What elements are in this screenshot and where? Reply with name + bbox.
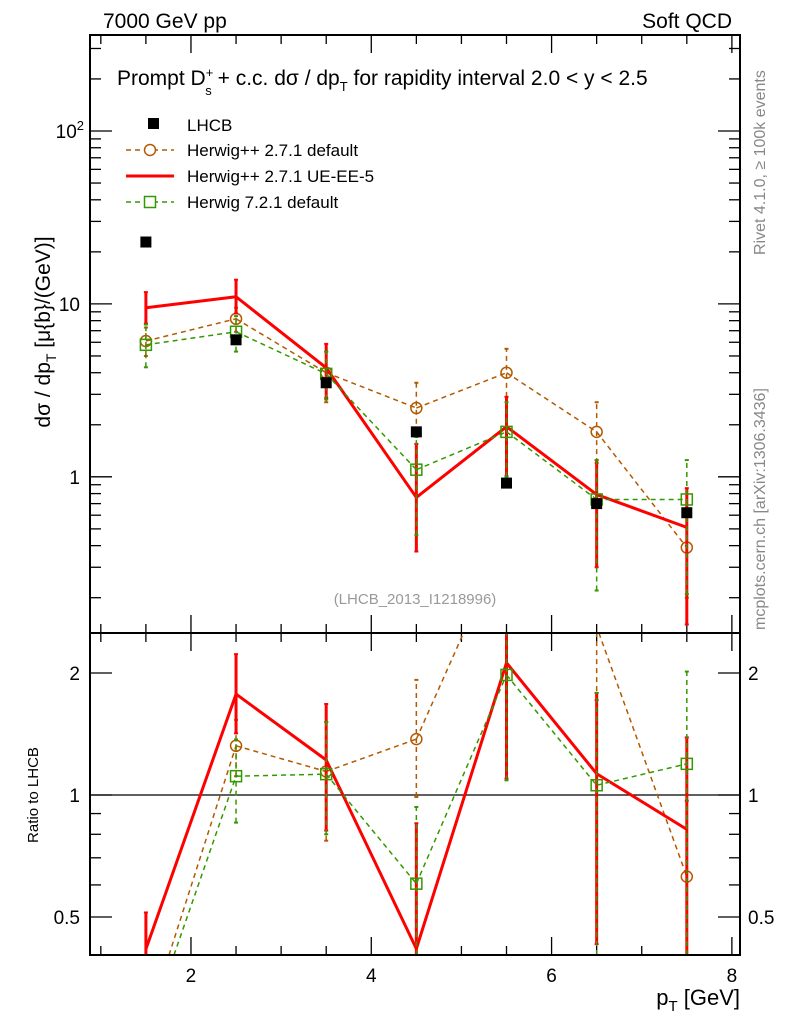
main-marks xyxy=(139,236,694,626)
legend-label: Herwig++ 2.7.1 default xyxy=(187,141,358,160)
legend-label: Herwig++ 2.7.1 UE-EE-5 xyxy=(187,167,374,186)
ratio-frame xyxy=(89,632,741,956)
series-2-ratio-marker xyxy=(680,757,694,771)
legend: LHCB Herwig++ 2.7.1 default Herwig++ 2.7.1… xyxy=(126,116,374,212)
ratio-y-tick-label: 0.5 xyxy=(748,908,774,929)
series-2-marker xyxy=(410,463,423,476)
marks xyxy=(139,236,694,956)
header-left: 7000 GeV pp xyxy=(103,10,227,33)
x-tick-label: 4 xyxy=(366,966,377,987)
x-axis-label: pT [GeV] xyxy=(656,985,740,1015)
ratio-y-label: Ratio to LHCB xyxy=(25,747,42,843)
y-tick-label: 102 xyxy=(56,118,84,143)
series-0-line xyxy=(145,318,688,549)
series-1-ratio-line xyxy=(144,661,688,950)
mcplots-label: mcplots.cern.ch [arXiv:1306.3436] xyxy=(752,388,769,630)
series-2-ratio-marker xyxy=(500,668,513,682)
series-2-marker xyxy=(139,338,153,352)
series-2-line xyxy=(145,331,687,501)
legend-label: LHCB xyxy=(187,116,232,135)
series-0-ratio-marker xyxy=(410,732,423,746)
ratio-y-tick-label: 2 xyxy=(748,664,759,685)
x-tick-label: 2 xyxy=(186,966,197,987)
series-0-ratio-line xyxy=(168,632,688,956)
data-point xyxy=(410,426,422,438)
series-2-marker xyxy=(680,493,694,506)
data-point xyxy=(501,477,513,489)
legend-marker xyxy=(143,195,157,209)
axes: 2 4 6 8 102 10 1 0.5 0.5 1 1 2 2 xyxy=(54,35,774,987)
data-point xyxy=(320,377,332,389)
analysis-label: (LHCB_2013_I1218996) xyxy=(334,591,497,608)
series-2-ratio-marker xyxy=(590,778,603,792)
ratio-y-tick-label: 0.5 xyxy=(54,908,80,929)
series-2-marker xyxy=(500,425,513,439)
data-point xyxy=(230,334,242,346)
ratio-y-tick-label: 1 xyxy=(69,786,80,807)
y-tick-label: 10 xyxy=(59,295,80,316)
header-right: Soft QCD xyxy=(642,10,732,33)
series-2-ratio-line xyxy=(173,674,687,956)
legend-marker-lhcb xyxy=(148,118,159,129)
legend-label: Herwig 7.2.1 default xyxy=(187,193,338,212)
y-tick-label: 1 xyxy=(69,468,80,489)
legend-marker xyxy=(143,143,157,157)
x-tick-label: 8 xyxy=(727,966,738,987)
series-1-line xyxy=(145,295,688,529)
series-2-ratio-marker xyxy=(229,769,243,783)
series-0-marker xyxy=(500,366,513,379)
x-tick-label: 6 xyxy=(546,966,557,987)
series-2-ratio-marker xyxy=(319,767,333,781)
ratio-y-tick-label: 1 xyxy=(748,786,759,807)
ratio-marks xyxy=(143,632,694,956)
chart-title: Prompt D+ s + c.c. dσ / dpT for rapidity … xyxy=(117,65,648,98)
data-point xyxy=(591,498,603,510)
series-0-marker xyxy=(410,401,423,415)
ratio-y-tick-label: 2 xyxy=(69,664,80,685)
data-point xyxy=(681,507,693,519)
series-2-ratio-marker xyxy=(410,877,423,890)
series-0-marker xyxy=(590,425,603,439)
data-point xyxy=(140,236,152,248)
y-axis-label: dσ / dpT [μ{b}/(GeV)] xyxy=(32,236,59,427)
rivet-label: Rivet 4.1.0, ≥ 100k events xyxy=(752,70,769,255)
